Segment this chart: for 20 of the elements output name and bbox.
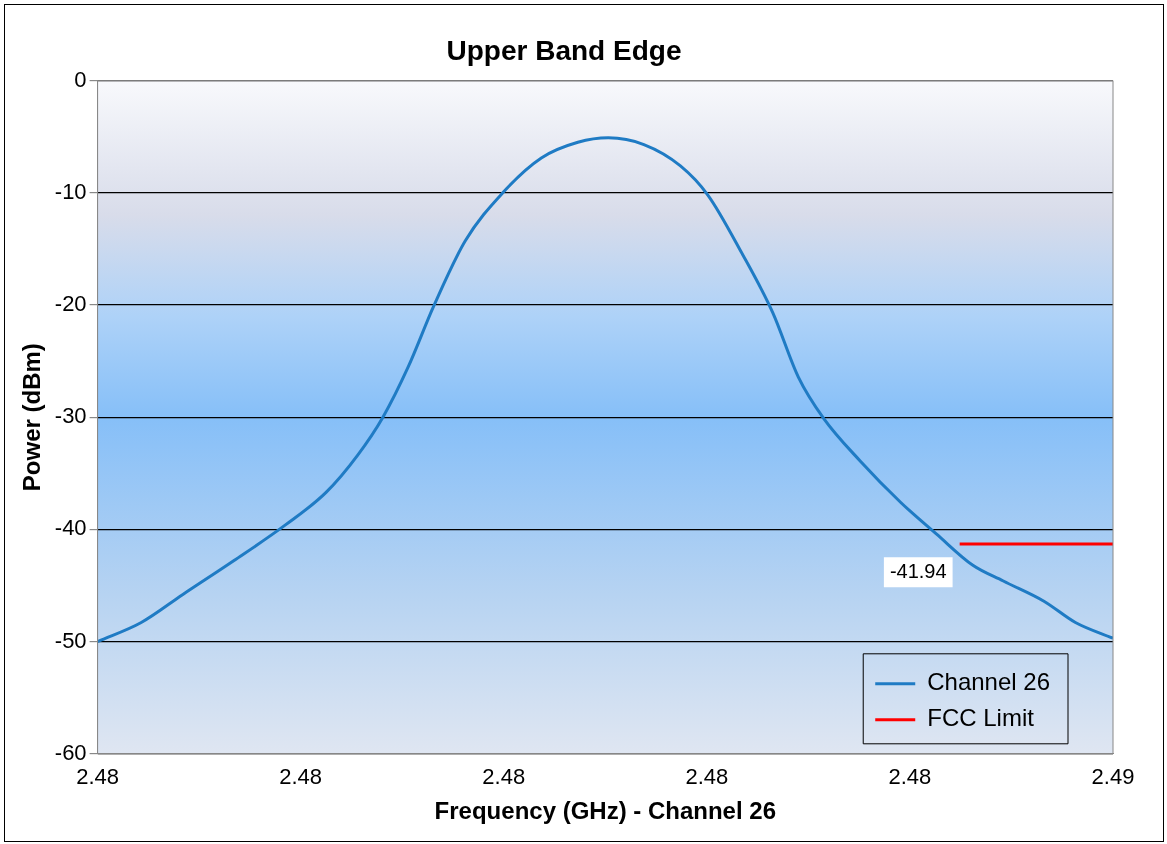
y-tick-label: -10 (54, 178, 87, 204)
x-tick-label: 2.48 (76, 764, 120, 790)
x-tick-label: 2.48 (685, 764, 729, 790)
y-tick-label: 0 (74, 66, 87, 92)
y-tick-label: -30 (54, 403, 87, 429)
legend-label: Channel 26 (927, 668, 1050, 696)
y-tick-label: -20 (54, 291, 87, 317)
annotation: -41.94 (889, 559, 947, 582)
y-axis-title: Power (dBm) (18, 343, 46, 492)
legend-label: FCC Limit (927, 704, 1035, 732)
y-tick-label: -60 (54, 739, 87, 765)
y-tick-label: -50 (54, 627, 87, 653)
x-tick-label: 2.48 (482, 764, 526, 790)
x-tick-label: 2.48 (888, 764, 932, 790)
x-axis-title: Frequency (GHz) - Channel 26 (434, 797, 776, 825)
x-tick-label: 2.48 (279, 764, 323, 790)
chart-title: Upper Band Edge (446, 34, 682, 66)
line-series (97, 136, 1113, 644)
y-tick-label: -40 (54, 515, 87, 541)
x-tick-label: 2.49 (1091, 764, 1135, 790)
